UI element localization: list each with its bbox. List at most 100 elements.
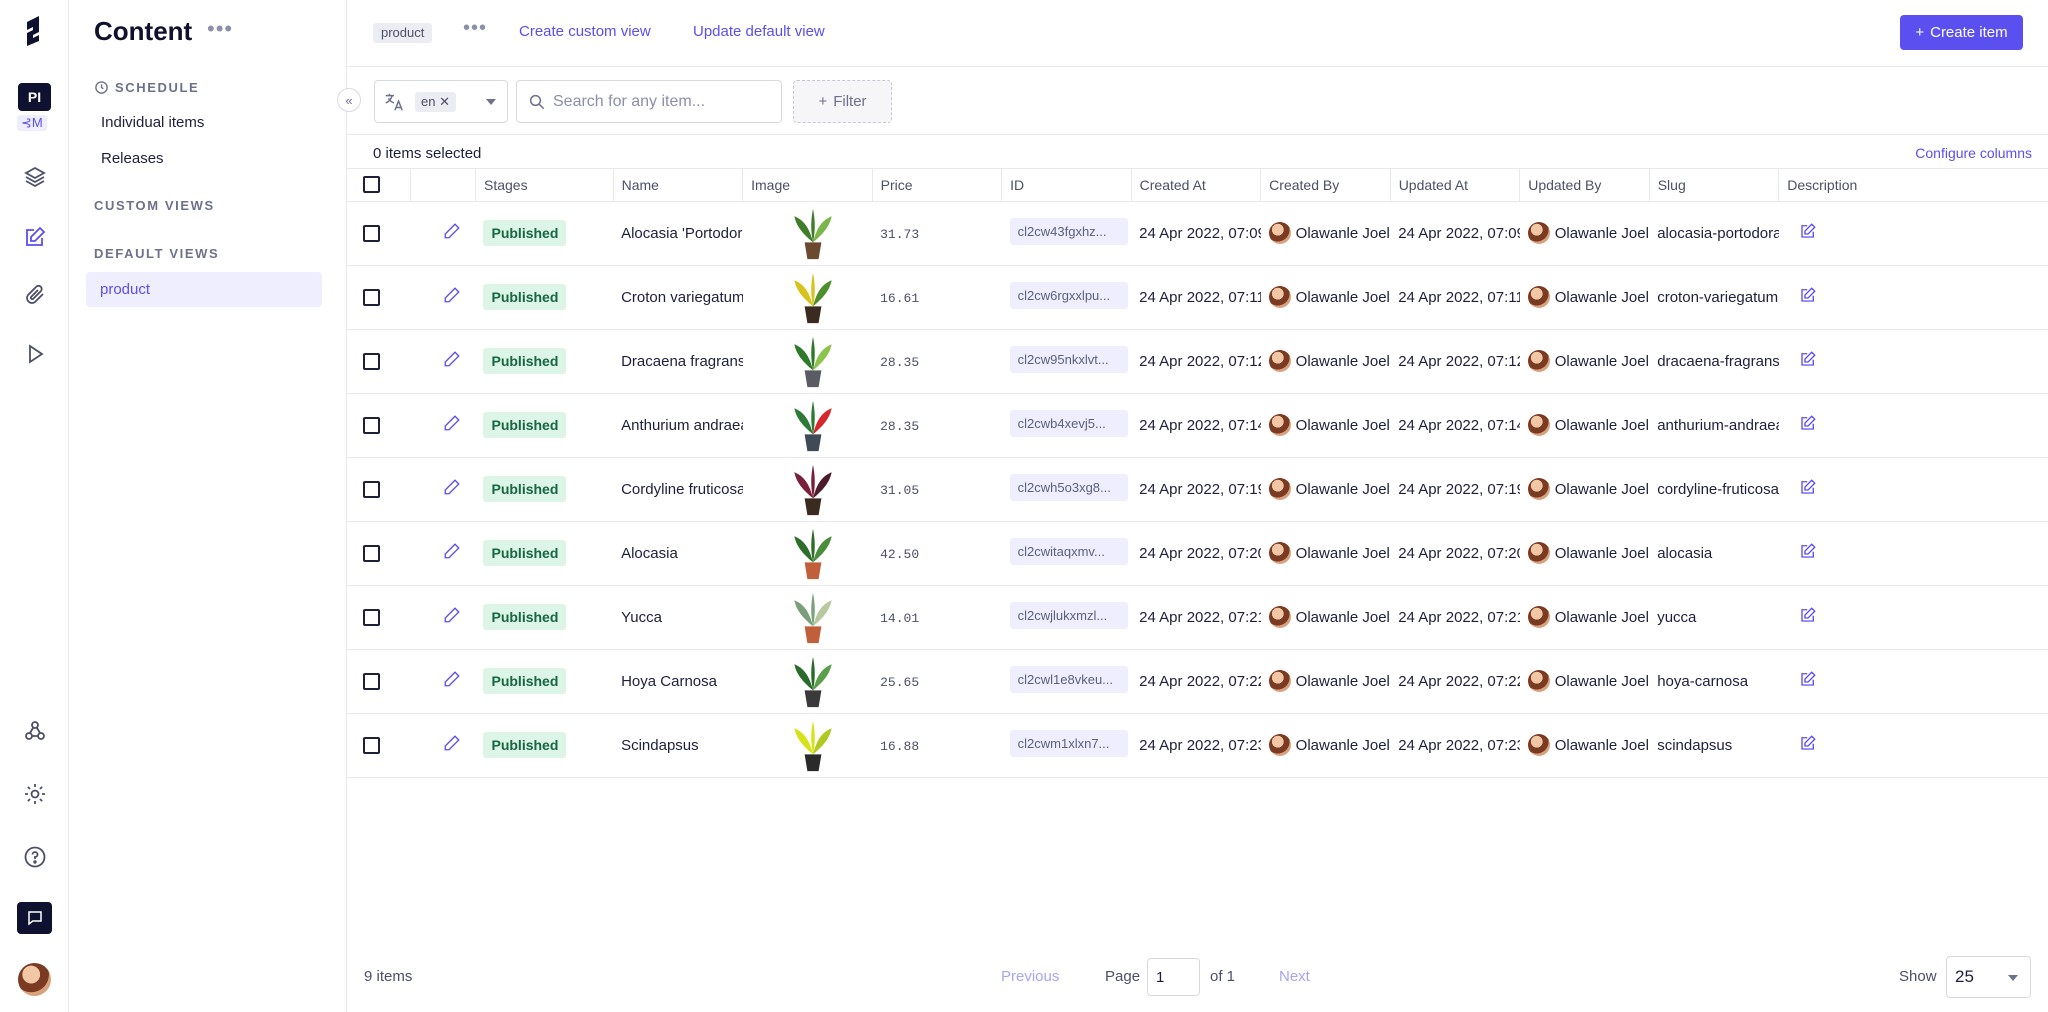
cell-id[interactable]: cl2cw95nkxlvt...	[1009, 345, 1128, 373]
column-header-stages[interactable]: Stages	[475, 169, 614, 202]
user-name: Olawanle Joel	[1554, 288, 1649, 306]
help-icon[interactable]	[20, 842, 49, 871]
table-row[interactable]: Published Anthurium andraeanum 28.35 cl2…	[347, 393, 2048, 458]
row-checkbox[interactable]	[363, 288, 380, 306]
column-header-slug[interactable]: Slug	[1649, 169, 1780, 202]
cell-id[interactable]: cl2cw6rgxxlpu...	[1009, 281, 1128, 309]
description-edit-icon[interactable]	[1799, 478, 1817, 496]
view-header: product ••• Create custom view Update de…	[347, 0, 2048, 67]
remove-locale-icon[interactable]: ✕	[439, 94, 450, 109]
description-edit-icon[interactable]	[1799, 414, 1817, 432]
cell-id[interactable]: cl2cwjlukxmzl...	[1009, 601, 1128, 629]
column-header-description[interactable]: Description	[1778, 169, 2048, 202]
pencil-icon[interactable]	[443, 222, 461, 240]
row-checkbox[interactable]	[363, 352, 380, 370]
cell-id[interactable]: cl2cwb4xevj5...	[1009, 409, 1128, 437]
table-row[interactable]: Published Alocasia 42.50 cl2cwitaqxmv...…	[347, 521, 2048, 586]
column-header-price[interactable]: Price	[872, 169, 1003, 202]
filter-button[interactable]: + Filter	[793, 80, 892, 123]
row-checkbox[interactable]	[363, 224, 380, 242]
row-checkbox[interactable]	[363, 736, 380, 754]
create-item-button[interactable]: + Create item	[1900, 15, 2023, 50]
cell-id[interactable]: cl2cwitaqxmv...	[1009, 537, 1128, 565]
webhook-icon[interactable]	[20, 716, 49, 745]
table-row[interactable]: Published Croton variegatum 16.61 cl2cw6…	[347, 265, 2048, 330]
paperclip-icon[interactable]	[20, 280, 49, 309]
pencil-icon[interactable]	[443, 670, 461, 688]
description-edit-icon[interactable]	[1799, 606, 1817, 624]
cell-created-at: 24 Apr 2022, 07:09	[1131, 201, 1261, 266]
cell-updated-at: 24 Apr 2022, 07:22	[1390, 649, 1520, 714]
locale-select[interactable]: en ✕	[374, 80, 508, 123]
sidebar-item-releases[interactable]: Releases	[101, 150, 164, 167]
previous-page-button[interactable]: Previous	[1001, 968, 1060, 985]
cell-name: Cordyline fruticosa	[613, 457, 743, 522]
pencil-icon[interactable]	[443, 414, 461, 432]
table-row[interactable]: Published Yucca 14.01 cl2cwjlukxmzl... 2…	[347, 585, 2048, 650]
row-checkbox[interactable]	[363, 544, 380, 562]
avatar	[1527, 542, 1550, 564]
cell-id[interactable]: cl2cwl1e8vkeu...	[1009, 665, 1128, 693]
select-all-checkbox[interactable]	[363, 176, 380, 194]
gear-icon[interactable]	[20, 779, 49, 808]
row-checkbox[interactable]	[363, 608, 380, 626]
description-edit-icon[interactable]	[1799, 734, 1817, 752]
create-custom-view-link[interactable]: Create custom view	[519, 23, 651, 40]
row-checkbox[interactable]	[363, 672, 380, 690]
schedule-section: SCHEDULE	[94, 80, 199, 95]
sidebar-item-product[interactable]: product	[86, 272, 322, 307]
avatar[interactable]	[18, 963, 51, 996]
sidebar-item-individual-items[interactable]: Individual items	[101, 114, 205, 131]
more-options-icon[interactable]: •••	[207, 16, 234, 41]
pencil-icon[interactable]	[443, 542, 461, 560]
cell-id[interactable]: cl2cwm1xlxn7...	[1009, 729, 1128, 757]
column-header-image[interactable]: Image	[742, 169, 873, 202]
search-input[interactable]	[553, 91, 773, 113]
next-page-button[interactable]: Next	[1279, 968, 1310, 985]
cell-id[interactable]: cl2cw43fgxhz...	[1009, 217, 1128, 245]
column-header-name[interactable]: Name	[613, 169, 744, 202]
collapse-sidebar-icon[interactable]: «	[337, 88, 361, 112]
chevron-down-icon[interactable]	[486, 99, 496, 105]
description-edit-icon[interactable]	[1799, 286, 1817, 304]
table-row[interactable]: Published Alocasia 'Portodora' 31.73 cl2…	[347, 201, 2048, 266]
description-edit-icon[interactable]	[1799, 350, 1817, 368]
configure-columns-link[interactable]: Configure columns	[1915, 145, 2032, 161]
row-checkbox[interactable]	[363, 480, 380, 498]
table-row[interactable]: Published Scindapsus 16.88 cl2cwm1xlxn7.…	[347, 713, 2048, 778]
page-size-select[interactable]: 25	[1946, 956, 2031, 998]
project-secondary-badge[interactable]: ⊰M	[17, 115, 47, 131]
pencil-icon[interactable]	[443, 734, 461, 752]
page-input[interactable]: 1	[1147, 958, 1200, 996]
selection-bar: 0 items selected Configure columns	[347, 135, 2048, 169]
column-header-created-by[interactable]: Created By	[1260, 169, 1391, 202]
view-chip: product	[373, 23, 433, 43]
row-checkbox[interactable]	[363, 416, 380, 434]
pencil-icon[interactable]	[443, 478, 461, 496]
cell-name: Croton variegatum	[613, 265, 743, 330]
description-edit-icon[interactable]	[1799, 222, 1817, 240]
pencil-icon[interactable]	[443, 606, 461, 624]
edit-content-icon[interactable]	[20, 222, 49, 251]
hygraph-logo-icon[interactable]	[18, 11, 51, 51]
column-header-created-at[interactable]: Created At	[1131, 169, 1262, 202]
cell-id[interactable]: cl2cwh5o3xg8...	[1009, 473, 1128, 501]
chat-icon[interactable]	[17, 902, 52, 934]
cell-slug: dracaena-fragrans	[1649, 329, 1779, 394]
update-default-view-link[interactable]: Update default view	[693, 23, 825, 40]
description-edit-icon[interactable]	[1799, 670, 1817, 688]
column-header-id[interactable]: ID	[1001, 169, 1132, 202]
table-row[interactable]: Published Hoya Carnosa 25.65 cl2cwl1e8vk…	[347, 649, 2048, 714]
table-row[interactable]: Published Dracaena fragrans 28.35 cl2cw9…	[347, 329, 2048, 394]
project-switcher[interactable]: PI	[18, 83, 51, 111]
pencil-icon[interactable]	[443, 350, 461, 368]
play-icon[interactable]	[20, 339, 49, 368]
description-edit-icon[interactable]	[1799, 542, 1817, 560]
column-header-updated-by[interactable]: Updated By	[1519, 169, 1650, 202]
pencil-icon[interactable]	[443, 286, 461, 304]
column-header-updated-at[interactable]: Updated At	[1390, 169, 1521, 202]
layers-icon[interactable]	[20, 162, 49, 191]
more-options-icon[interactable]: •••	[463, 17, 488, 39]
table-row[interactable]: Published Cordyline fruticosa 31.05 cl2c…	[347, 457, 2048, 522]
search-box[interactable]	[516, 80, 782, 123]
